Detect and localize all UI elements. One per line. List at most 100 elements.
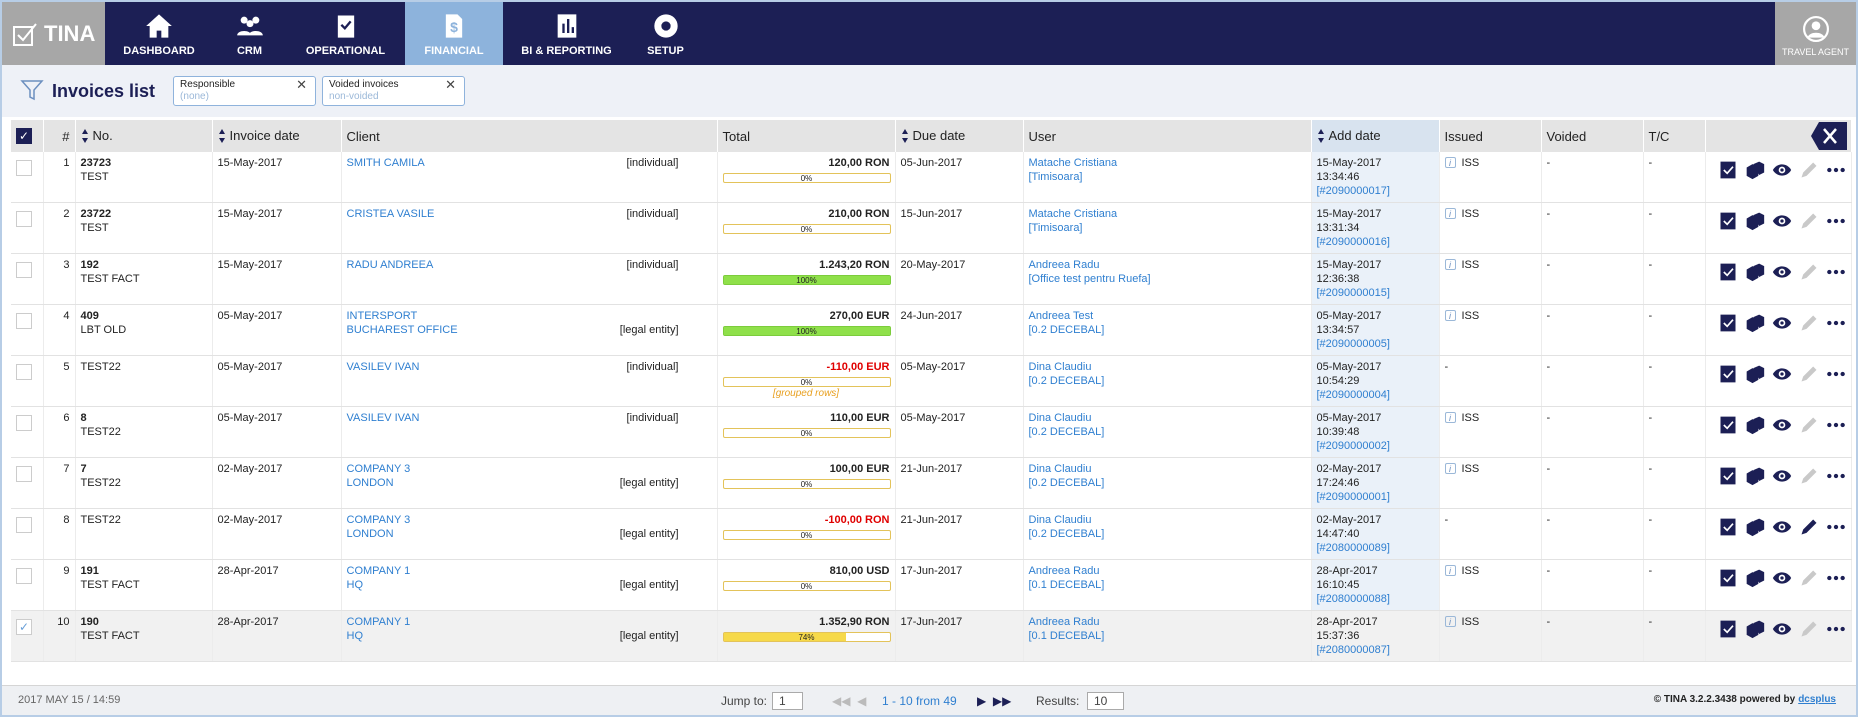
preview-button[interactable] (1772, 160, 1792, 184)
preview-button[interactable] (1772, 466, 1792, 490)
view-document-button[interactable] (1718, 619, 1738, 643)
edit-button[interactable] (1799, 415, 1819, 439)
client-link[interactable]: SMITH CAMILA (346, 157, 425, 169)
remove-filter[interactable]: ✕ (445, 77, 457, 92)
add-id[interactable]: [#2080000088] (1316, 593, 1390, 605)
add-id[interactable]: [#2090000015] (1316, 287, 1390, 299)
checkbox[interactable] (16, 415, 32, 431)
edit-button[interactable] (1799, 466, 1819, 490)
row-select[interactable] (11, 355, 44, 407)
office-link[interactable]: [Timisoara] (1028, 171, 1083, 183)
more-button[interactable] (1826, 211, 1846, 235)
user-menu[interactable]: TRAVEL AGENT (1775, 2, 1856, 65)
client-link[interactable]: INTERSPORT (346, 310, 418, 322)
export-button[interactable] (1745, 619, 1765, 643)
preview-button[interactable] (1772, 262, 1792, 286)
view-document-button[interactable] (1718, 466, 1738, 490)
office-link[interactable]: [0.2 DECEBAL] (1028, 528, 1105, 540)
more-button[interactable] (1826, 415, 1846, 439)
export-button[interactable] (1745, 211, 1765, 235)
export-button[interactable] (1745, 160, 1765, 184)
export-button[interactable] (1745, 568, 1765, 592)
row-select[interactable] (11, 152, 44, 203)
add-id[interactable]: [#2090000016] (1316, 236, 1390, 248)
view-document-button[interactable] (1718, 211, 1738, 235)
view-document-button[interactable] (1718, 160, 1738, 184)
edit-button[interactable] (1799, 619, 1819, 643)
info-icon[interactable]: i (1444, 412, 1462, 424)
nav-item[interactable]: OPERATIONAL (286, 2, 405, 65)
checkbox[interactable] (16, 568, 32, 584)
office-link[interactable]: [0.1 DECEBAL] (1028, 579, 1105, 591)
row-select[interactable]: ✓ (11, 610, 44, 662)
more-button[interactable] (1826, 517, 1846, 541)
user-link[interactable]: Andreea Test (1028, 310, 1094, 322)
client-link[interactable]: LONDON (346, 477, 394, 489)
user-link[interactable]: Matache Cristiana (1028, 208, 1118, 220)
office-link[interactable]: [0.2 DECEBAL] (1028, 324, 1105, 336)
client-link[interactable]: HQ (346, 579, 364, 591)
checkbox[interactable]: ✓ (16, 619, 32, 635)
edit-button[interactable] (1799, 364, 1819, 388)
client-link[interactable]: HQ (346, 630, 364, 642)
nav-item[interactable]: SETUP (630, 2, 701, 65)
checkbox[interactable] (16, 160, 32, 176)
user-link[interactable]: Matache Cristiana (1028, 157, 1118, 169)
add-id[interactable]: [#2080000087] (1316, 644, 1390, 656)
info-icon[interactable]: i (1444, 463, 1462, 475)
table-settings[interactable] (1705, 120, 1852, 152)
client-link[interactable]: CRISTEA VASILE (346, 208, 435, 220)
nav-item[interactable]: $ FINANCIAL (405, 2, 503, 65)
office-link[interactable]: [0.2 DECEBAL] (1028, 477, 1105, 489)
export-button[interactable] (1745, 364, 1765, 388)
results-select[interactable]: 10 (1087, 692, 1125, 710)
add-id[interactable]: [#2090000002] (1316, 440, 1390, 452)
logo[interactable]: TINA (2, 2, 105, 65)
info-icon[interactable]: i (1444, 565, 1462, 577)
client-link[interactable]: VASILEV IVAN (346, 361, 420, 373)
preview-button[interactable] (1772, 211, 1792, 235)
user-link[interactable]: Dina Claudiu (1028, 463, 1092, 475)
more-button[interactable] (1826, 262, 1846, 286)
row-select[interactable] (11, 559, 44, 611)
add-id[interactable]: [#2090000005] (1316, 338, 1390, 350)
preview-button[interactable] (1772, 517, 1792, 541)
user-link[interactable]: Dina Claudiu (1028, 361, 1092, 373)
office-link[interactable]: [Timisoara] (1028, 222, 1083, 234)
view-document-button[interactable] (1718, 415, 1738, 439)
more-button[interactable] (1826, 364, 1846, 388)
info-icon[interactable]: i (1444, 157, 1462, 169)
more-button[interactable] (1826, 313, 1846, 337)
view-document-button[interactable] (1718, 364, 1738, 388)
export-button[interactable] (1745, 262, 1765, 286)
info-icon[interactable]: i (1444, 310, 1462, 322)
client-link[interactable]: RADU ANDREEA (346, 259, 434, 271)
user-link[interactable]: Dina Claudiu (1028, 514, 1092, 526)
filter-chip[interactable]: Voided invoices non-voided ✕ (322, 76, 466, 106)
client-link[interactable]: BUCHAREST OFFICE (346, 324, 458, 336)
filter-icon[interactable] (20, 77, 44, 106)
view-document-button[interactable] (1718, 517, 1738, 541)
user-link[interactable]: Andreea Radu (1028, 616, 1100, 628)
client-link[interactable]: COMPANY 3 (346, 514, 411, 526)
client-link[interactable]: LONDON (346, 528, 394, 540)
nav-item[interactable]: CRM (213, 2, 286, 65)
user-link[interactable]: Andreea Radu (1028, 259, 1100, 271)
edit-button[interactable] (1799, 262, 1819, 286)
export-button[interactable] (1745, 313, 1765, 337)
add-id[interactable]: [#2090000001] (1316, 491, 1390, 503)
add-id[interactable]: [#2090000004] (1316, 389, 1390, 401)
checkbox[interactable] (16, 364, 32, 380)
checkbox[interactable] (16, 262, 32, 278)
edit-button[interactable] (1799, 517, 1819, 541)
row-select[interactable] (11, 253, 44, 305)
user-link[interactable]: Andreea Radu (1028, 565, 1100, 577)
nav-item[interactable]: BI & REPORTING (503, 2, 630, 65)
preview-button[interactable] (1772, 619, 1792, 643)
more-button[interactable] (1826, 568, 1846, 592)
checkbox[interactable] (16, 466, 32, 482)
preview-button[interactable] (1772, 568, 1792, 592)
view-document-button[interactable] (1718, 313, 1738, 337)
column-header[interactable]: Due date (895, 120, 1024, 152)
page-select[interactable]: 1 (772, 692, 803, 710)
